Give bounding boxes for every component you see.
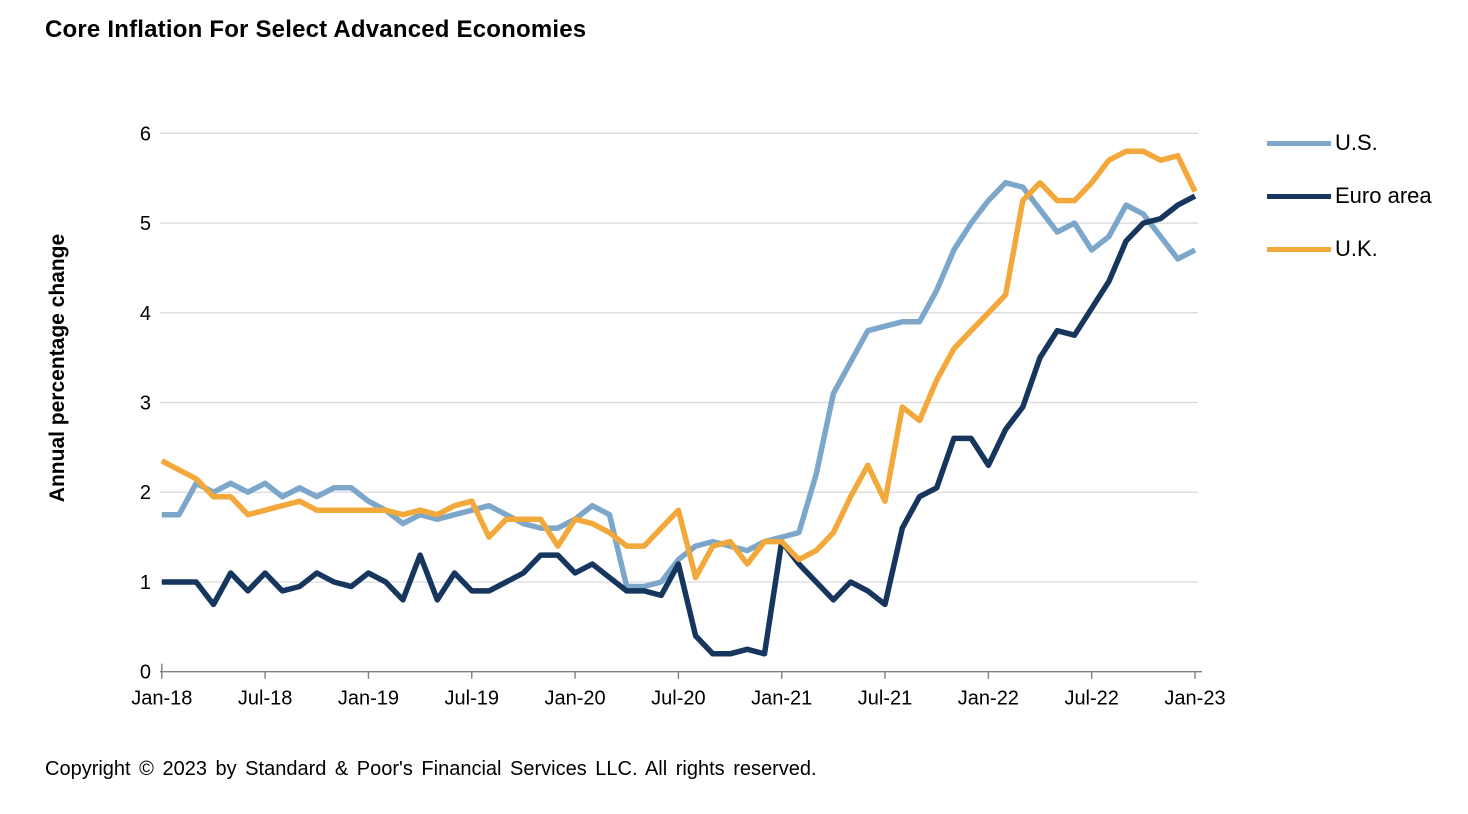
x-tick-label: Jan-19 <box>338 688 399 710</box>
x-tick-label: Jan-21 <box>751 688 812 710</box>
legend-item-euro-area: Euro area <box>1267 183 1432 208</box>
x-tick-label: Jan-23 <box>1164 688 1225 710</box>
legend-line-swatch <box>1267 246 1331 252</box>
x-tick-label: Jan-20 <box>545 688 606 710</box>
legend-label: Euro area <box>1335 183 1432 208</box>
x-tick-label: Jul-21 <box>858 688 912 710</box>
legend-item-u-k: U.K. <box>1267 236 1432 261</box>
x-tick-label: Jul-22 <box>1064 688 1118 710</box>
series-line-u-s <box>161 179 1197 590</box>
x-tick-label: Jan-18 <box>131 688 192 710</box>
x-tick-label: Jul-19 <box>445 688 499 710</box>
x-tick-label: Jul-18 <box>238 688 292 710</box>
series-line-u-k <box>160 148 1198 581</box>
chart-legend: U.S. Euro area U.K. <box>1267 130 1432 290</box>
legend-label: U.S. <box>1335 130 1378 155</box>
y-tick-label: 2 <box>140 482 151 504</box>
page-title: Core Inflation For Select Advanced Econo… <box>45 16 587 43</box>
x-tick-label: Jan-22 <box>958 688 1019 710</box>
legend-item-u-s: U.S. <box>1267 130 1432 155</box>
series-line-euro-area <box>161 193 1197 657</box>
copyright-text: Copyright © 2023 by Standard & Poor's Fi… <box>45 758 817 780</box>
legend-line-swatch <box>1267 193 1331 199</box>
y-tick-label: 3 <box>140 393 151 415</box>
legend-label: U.K. <box>1335 236 1378 261</box>
y-tick-label: 4 <box>140 303 151 325</box>
y-tick-label: 0 <box>140 662 151 684</box>
y-tick-label: 5 <box>140 213 151 235</box>
x-tick-label: Jul-20 <box>651 688 705 710</box>
legend-line-swatch <box>1267 140 1331 146</box>
y-tick-label: 1 <box>140 572 151 594</box>
y-tick-label: 6 <box>140 123 151 145</box>
